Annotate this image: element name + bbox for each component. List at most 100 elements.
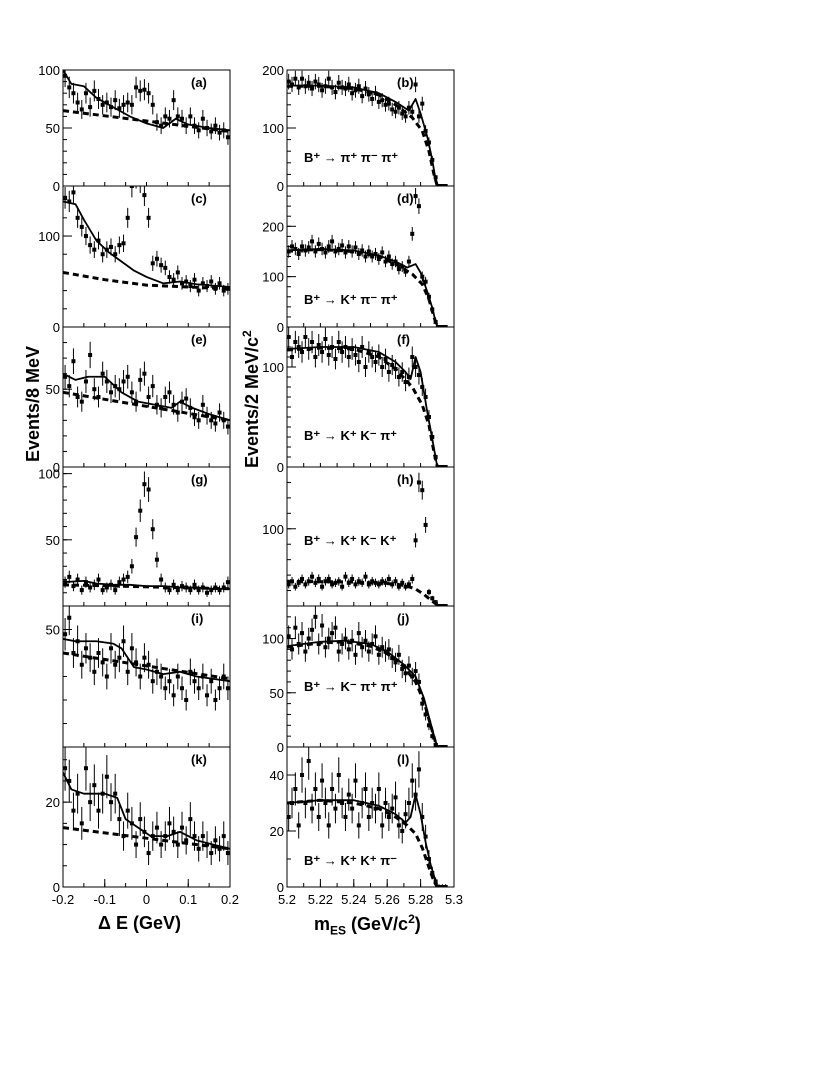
data-point (117, 817, 122, 822)
data-point (346, 82, 351, 87)
data-point (142, 482, 147, 487)
data-point (373, 806, 378, 811)
total-fit-curve (63, 200, 230, 288)
panel-g: 50 100 (g) (38, 466, 231, 607)
data-point (413, 538, 418, 543)
data-point (146, 215, 151, 220)
data-point (386, 576, 391, 581)
data-point (71, 651, 76, 655)
data-point (393, 109, 398, 114)
data-point (350, 576, 355, 581)
data-point (113, 588, 118, 593)
data-point (196, 846, 201, 851)
data-point (96, 651, 101, 655)
data-point (336, 80, 341, 85)
panel-letter: (d) (397, 191, 414, 206)
data-point (323, 645, 328, 650)
data-point (104, 379, 109, 384)
decay-label: B⁺ → K⁺ K⁻ K⁺ (304, 533, 397, 548)
data-point (142, 829, 147, 834)
data-point (333, 625, 338, 630)
data-point (433, 600, 438, 605)
data-point (154, 669, 159, 674)
x-tick-label: 5.28 (408, 892, 433, 907)
data-point (221, 834, 226, 839)
decay-label: B⁺ → K⁺ K⁻ π⁺ (304, 428, 397, 443)
data-point (346, 580, 351, 585)
data-point (343, 574, 348, 579)
data-point (290, 647, 295, 652)
data-point (163, 686, 168, 691)
data-point (200, 674, 205, 679)
data-point (316, 576, 321, 581)
data-point (167, 390, 172, 395)
data-point (167, 116, 172, 121)
data-point (400, 111, 405, 116)
data-point (154, 120, 159, 125)
background-fit-curve (63, 826, 230, 851)
data-point (356, 84, 361, 89)
data-point (403, 812, 408, 817)
x-tick-label: 0.1 (179, 892, 197, 907)
data-point (192, 679, 197, 684)
data-point (167, 679, 172, 684)
y-tick-label: 0 (277, 460, 284, 475)
data-point (167, 821, 172, 826)
panel-frame (62, 746, 231, 888)
data-point (134, 175, 138, 179)
data-point (396, 584, 401, 589)
data-point (113, 384, 118, 389)
data-point (390, 656, 395, 661)
data-point (217, 130, 222, 135)
data-point (336, 773, 341, 777)
data-point (360, 580, 365, 585)
data-point (209, 588, 214, 593)
data-point (403, 380, 408, 384)
data-point (353, 778, 358, 783)
data-point (179, 686, 184, 691)
data-point (63, 632, 68, 637)
data-point (163, 265, 168, 270)
data-point (440, 885, 445, 887)
data-point (67, 199, 72, 204)
x-tick-label: 5.2 (278, 892, 296, 907)
data-point (290, 801, 295, 805)
data-point (125, 100, 130, 105)
data-point (330, 85, 335, 90)
data-point (396, 105, 401, 110)
y-tick-label: 50 (46, 121, 60, 136)
data-point (336, 579, 341, 584)
data-point (383, 102, 388, 107)
data-point (360, 645, 365, 650)
data-point (154, 557, 159, 562)
data-point (88, 353, 93, 357)
data-point (430, 596, 435, 601)
data-point (225, 286, 230, 291)
data-point (370, 355, 375, 359)
data-point (88, 585, 93, 590)
data-point (413, 82, 418, 87)
data-point (366, 582, 371, 587)
data-point (426, 857, 431, 861)
data-point (75, 639, 80, 644)
y-tick-label: 100 (38, 467, 60, 482)
data-point (346, 355, 351, 359)
data-point (100, 102, 105, 107)
plot-area (63, 175, 230, 297)
data-point (380, 579, 385, 584)
data-point (436, 604, 441, 606)
y-tick-label: 50 (46, 623, 60, 638)
data-point (306, 579, 311, 584)
plot-area (63, 341, 230, 435)
data-point (410, 109, 415, 114)
data-point (370, 254, 375, 259)
data-point (380, 645, 385, 650)
left-y-axis-label: Events/8 MeV (23, 346, 44, 462)
data-point (343, 636, 348, 641)
panel-letter: (b) (397, 75, 414, 90)
data-point (125, 669, 130, 674)
data-point (79, 821, 84, 826)
data-point (188, 284, 193, 289)
data-point (296, 641, 301, 646)
